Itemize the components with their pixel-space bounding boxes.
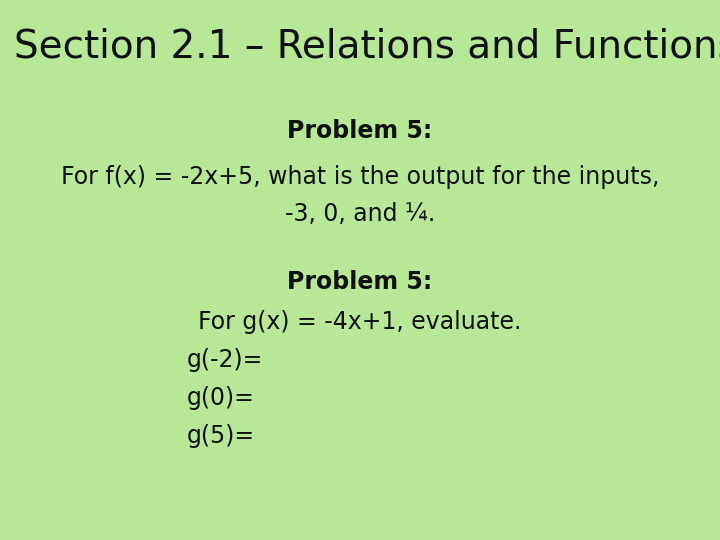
Text: Problem 5:: Problem 5: [287, 119, 433, 143]
Text: For f(x) = -2x+5, what is the output for the inputs,: For f(x) = -2x+5, what is the output for… [60, 165, 660, 188]
Text: Problem 5:: Problem 5: [287, 270, 433, 294]
Text: g(-2)=: g(-2)= [187, 348, 264, 372]
Text: g(5)=: g(5)= [187, 424, 256, 448]
Text: -3, 0, and ¼.: -3, 0, and ¼. [285, 202, 435, 226]
Text: Section 2.1 – Relations and Functions: Section 2.1 – Relations and Functions [14, 27, 720, 65]
Text: g(0)=: g(0)= [187, 386, 255, 410]
Text: For g(x) = -4x+1, evaluate.: For g(x) = -4x+1, evaluate. [198, 310, 522, 334]
